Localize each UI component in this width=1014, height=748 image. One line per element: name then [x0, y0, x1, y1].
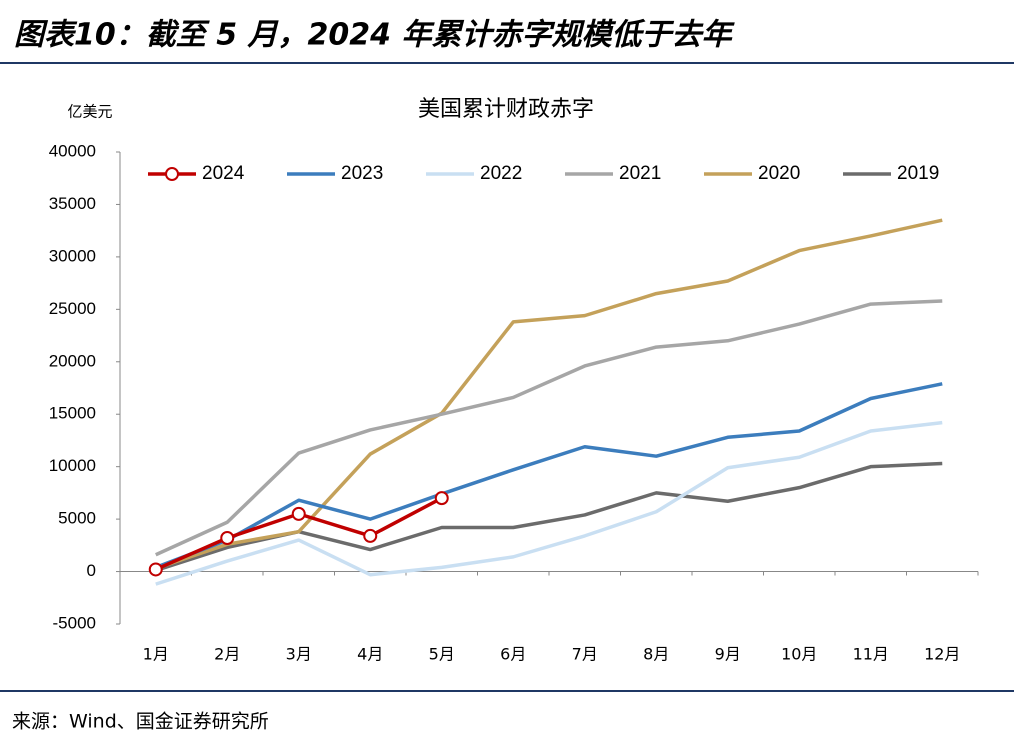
x-tick-label: 12月: [924, 645, 960, 664]
x-tick-label: 10月: [781, 645, 817, 664]
point: [291, 506, 306, 521]
legend-label: 2021: [619, 163, 661, 184]
point: [434, 491, 449, 506]
legend-label: 2023: [341, 163, 383, 184]
point: [148, 562, 163, 577]
y-tick-label: 5000: [58, 509, 96, 528]
chart-title: 美国累计财政赤字: [418, 97, 594, 122]
x-tick-label: 9月: [715, 645, 741, 664]
source: 来源：Wind、国金证券研究所: [12, 711, 269, 733]
legend-label: 2022: [480, 163, 522, 184]
legend-label: 2024: [202, 163, 245, 184]
series-line: [155, 420, 943, 586]
y-tick-label: 15000: [49, 404, 96, 423]
x-tick-label: 3月: [286, 645, 312, 664]
y-tick-label: 25000: [49, 299, 96, 318]
y-tick-label: 0: [87, 561, 96, 580]
x-tick-label: 7月: [572, 645, 598, 664]
legend-label: 2020: [758, 163, 800, 184]
x-tick-label: 5月: [429, 645, 455, 664]
legend-marker: [165, 167, 179, 181]
x-tick-label: 1月: [143, 645, 169, 664]
series-line: [155, 218, 943, 571]
x-tick-label: 6月: [500, 645, 526, 664]
y-tick-label: 35000: [49, 194, 96, 213]
x-tick-label: 11月: [853, 645, 889, 664]
y-unit: 亿美元: [67, 103, 112, 121]
legend-label: 2019: [897, 163, 939, 184]
series-line: [155, 299, 943, 557]
x-tick-label: 4月: [357, 645, 383, 664]
x-tick-label: 8月: [643, 645, 669, 664]
y-tick-label: 10000: [49, 456, 96, 475]
y-tick-label: 20000: [49, 351, 96, 370]
point: [363, 528, 378, 543]
y-tick-label: 40000: [49, 141, 96, 160]
series-line: [155, 382, 943, 569]
x-tick-label: 2月: [214, 645, 240, 664]
point: [220, 530, 235, 545]
y-tick-label: 30000: [49, 246, 96, 265]
y-tick-label: -5000: [53, 613, 96, 632]
figure-title: 图表10：截至 5 月，2024 年累计赤字规模低于去年: [14, 18, 735, 53]
